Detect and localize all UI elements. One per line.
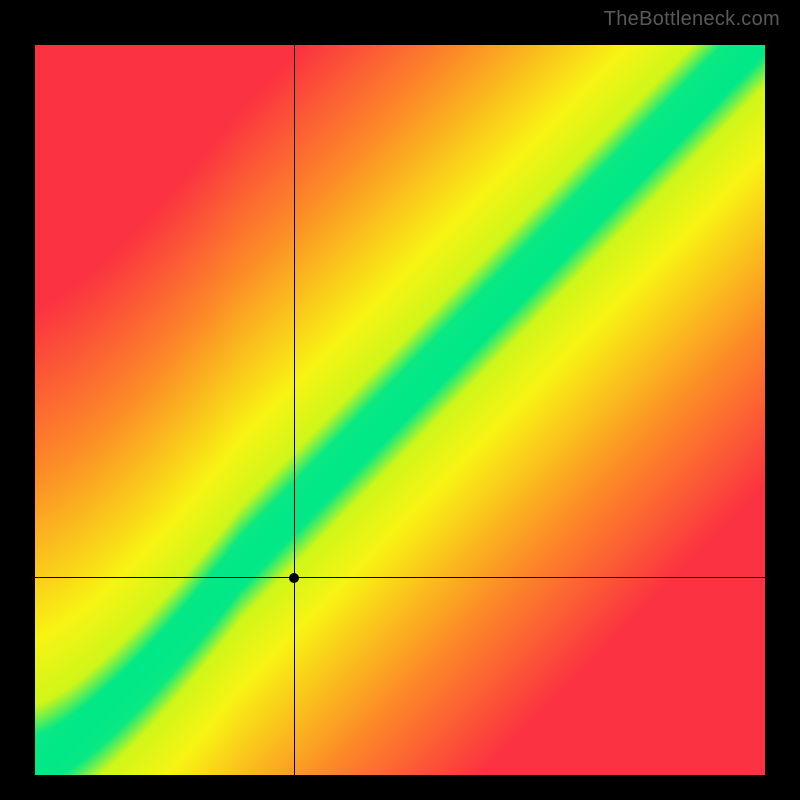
- crosshair-dot: [289, 573, 299, 583]
- crosshair-horizontal: [35, 577, 765, 578]
- watermark-text: TheBottleneck.com: [604, 8, 780, 31]
- heatmap-chart: [35, 45, 765, 775]
- crosshair-vertical: [294, 45, 295, 775]
- heatmap-canvas: [35, 45, 765, 775]
